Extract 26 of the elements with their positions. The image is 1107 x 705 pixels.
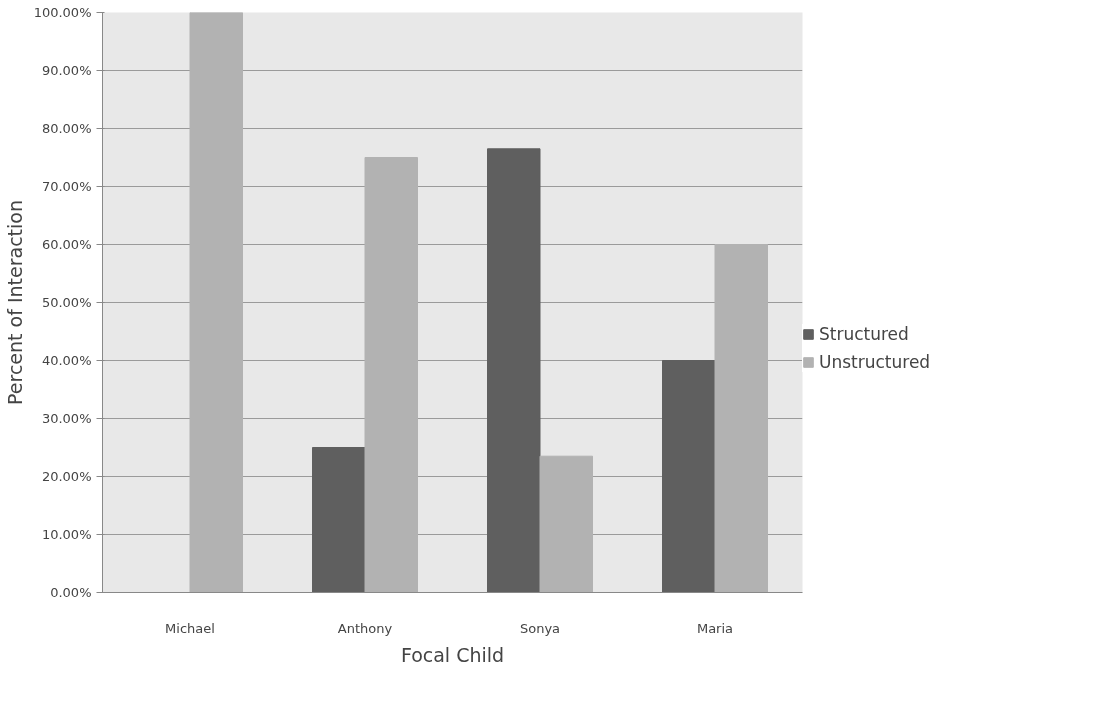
x-tick-label: Sonya [519,620,561,636]
bar [487,148,541,593]
y-tick-label: 20.00% [41,469,92,484]
bar [189,12,243,593]
y-tick-label: 0.00% [50,585,92,600]
y-tick-label: 50.00% [41,295,92,310]
y-tick-label: 60.00% [41,237,92,252]
y-tick-label: 10.00% [41,527,92,542]
x-axis-title: Focal Child [400,643,505,666]
bar [539,455,593,593]
x-tick-label: Maria [696,620,734,636]
bar [312,447,366,593]
bar [364,157,418,593]
x-tick-label: Michael [165,620,215,636]
y-tick-label: 90.00% [41,63,92,78]
y-tick-label: 80.00% [41,121,92,136]
y-axis-title: Percent of Interaction [3,200,26,405]
bar [714,244,768,593]
y-tick-label: 30.00% [41,411,92,426]
y-tick-label: 40.00% [41,353,92,368]
legend-label: Unstructured [819,352,931,372]
x-tick-label: Anthony [337,620,393,636]
y-tick-label: 100.00% [33,5,92,20]
legend-label: Structured [819,324,909,344]
bar [662,360,716,593]
y-tick-label: 70.00% [41,179,92,194]
